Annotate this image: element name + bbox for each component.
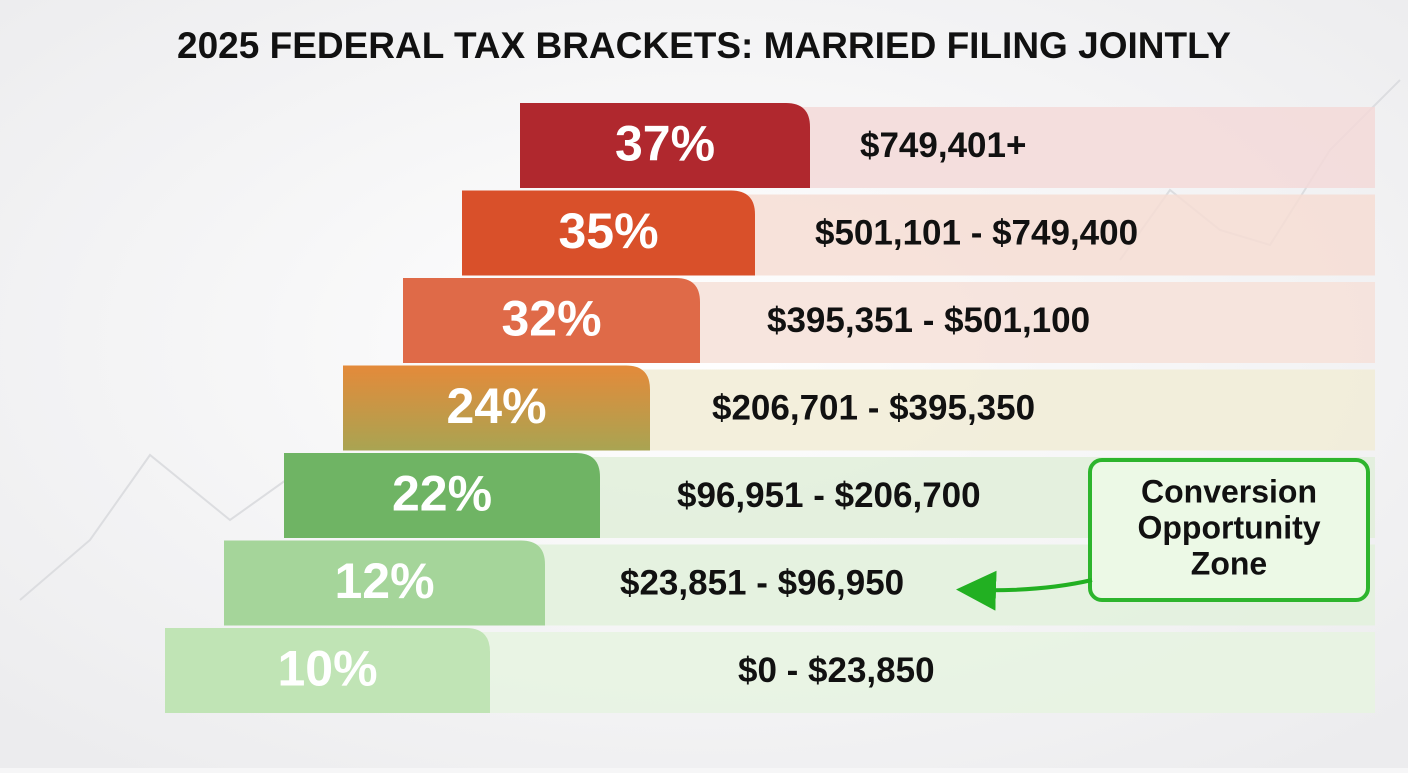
callout-box xyxy=(1088,458,1370,602)
range-label: $0 - $23,850 xyxy=(738,651,935,690)
range-label: $749,401+ xyxy=(860,126,1026,165)
title: 2025 FEDERAL TAX BRACKETS: MARRIED FILIN… xyxy=(177,25,1231,66)
range-band xyxy=(640,369,1375,451)
rate-step xyxy=(165,628,490,713)
range-label: $206,701 - $395,350 xyxy=(712,388,1035,427)
rate-step xyxy=(284,453,600,538)
callout-line: Conversion xyxy=(1141,473,1317,509)
range-label: $23,851 - $96,950 xyxy=(620,563,904,602)
rate-step xyxy=(462,190,755,276)
callout-arrow xyxy=(956,570,1093,611)
rate-step xyxy=(224,540,545,626)
rate-step xyxy=(343,365,650,451)
range-label: $501,101 - $749,400 xyxy=(815,213,1138,252)
rate-label: 24% xyxy=(446,378,546,434)
range-band xyxy=(745,194,1375,276)
callout-line: Opportunity xyxy=(1137,509,1320,545)
bg-decoration xyxy=(19,453,301,601)
range-band xyxy=(690,282,1375,363)
rate-label: 22% xyxy=(392,466,492,522)
rate-label: 32% xyxy=(501,291,601,347)
range-band xyxy=(800,107,1375,188)
callout-line: Zone xyxy=(1191,545,1267,581)
rate-label: 10% xyxy=(277,641,377,697)
rate-label: 37% xyxy=(615,116,715,172)
range-label: $395,351 - $501,100 xyxy=(767,301,1090,340)
rate-step xyxy=(520,103,810,188)
rate-label: 12% xyxy=(334,553,434,609)
range-label: $96,951 - $206,700 xyxy=(677,476,981,515)
range-band xyxy=(480,632,1375,713)
rate-label: 35% xyxy=(558,203,658,259)
rate-step xyxy=(403,278,700,363)
